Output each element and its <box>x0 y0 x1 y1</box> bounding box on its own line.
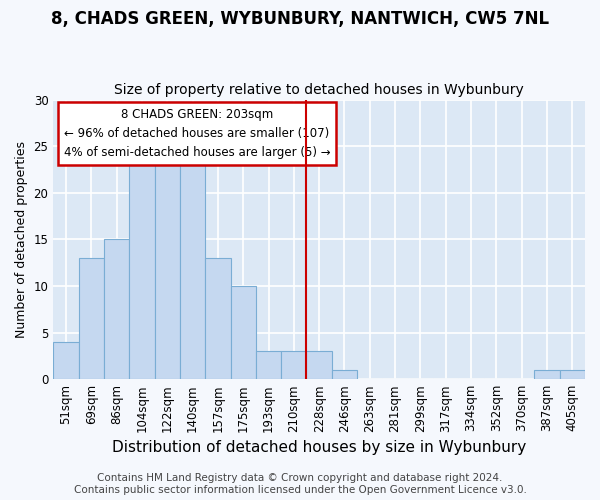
Text: 8 CHADS GREEN: 203sqm
← 96% of detached houses are smaller (107)
4% of semi-deta: 8 CHADS GREEN: 203sqm ← 96% of detached … <box>64 108 330 159</box>
Bar <box>53 342 79 379</box>
Bar <box>104 240 129 379</box>
X-axis label: Distribution of detached houses by size in Wybunbury: Distribution of detached houses by size … <box>112 440 526 455</box>
Bar <box>560 370 585 379</box>
Bar <box>307 351 332 379</box>
Bar <box>535 370 560 379</box>
Bar <box>230 286 256 379</box>
Bar <box>180 165 205 379</box>
Bar <box>205 258 230 379</box>
Bar <box>79 258 104 379</box>
Bar <box>332 370 357 379</box>
Text: Contains HM Land Registry data © Crown copyright and database right 2024.
Contai: Contains HM Land Registry data © Crown c… <box>74 474 526 495</box>
Bar <box>155 156 180 379</box>
Bar <box>129 156 155 379</box>
Text: 8, CHADS GREEN, WYBUNBURY, NANTWICH, CW5 7NL: 8, CHADS GREEN, WYBUNBURY, NANTWICH, CW5… <box>51 10 549 28</box>
Bar <box>256 351 281 379</box>
Y-axis label: Number of detached properties: Number of detached properties <box>15 141 28 338</box>
Title: Size of property relative to detached houses in Wybunbury: Size of property relative to detached ho… <box>114 83 524 97</box>
Bar <box>281 351 307 379</box>
